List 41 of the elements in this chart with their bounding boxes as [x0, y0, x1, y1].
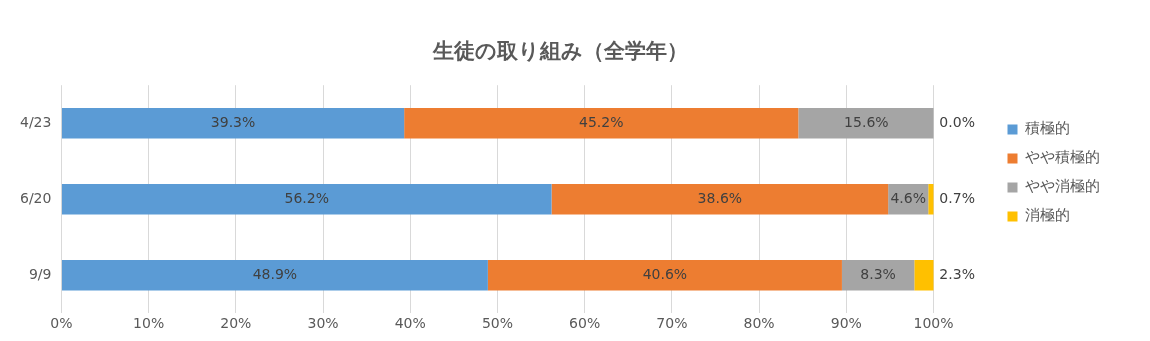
data-label: 45.2% — [579, 113, 624, 130]
x-tick-label: 30% — [307, 315, 339, 332]
legend-label: やや積極的 — [1025, 148, 1100, 167]
bar — [914, 260, 934, 291]
x-tick-label: 20% — [220, 315, 252, 332]
data-label: 39.3% — [210, 113, 256, 130]
chart-title: 生徒の取り組み（全学年） — [431, 39, 688, 64]
x-tick-label: 50% — [481, 315, 514, 332]
bar — [487, 260, 842, 291]
data-label: 56.2% — [284, 189, 329, 206]
bar — [841, 260, 915, 291]
y-tick-label: 9/9 — [28, 265, 52, 282]
bar — [551, 184, 889, 215]
x-tick-label: 80% — [743, 315, 775, 332]
bar — [798, 108, 934, 139]
data-label: 2.3% — [939, 265, 975, 282]
data-label: 8.3% — [860, 265, 896, 282]
x-tick-label: 100% — [913, 315, 954, 332]
bar — [61, 260, 488, 291]
legend-label: 積極的 — [1025, 119, 1070, 138]
y-tick-label: 6/20 — [19, 189, 52, 206]
data-label: 40.6% — [642, 265, 688, 282]
x-tick-label: 90% — [830, 315, 862, 332]
legend-label: 消極的 — [1025, 206, 1070, 225]
bar — [404, 108, 799, 139]
x-tick-label: 70% — [656, 315, 688, 332]
data-label: 48.9% — [252, 265, 298, 282]
data-label: 15.6% — [844, 113, 889, 130]
legend-label: やや消極的 — [1025, 177, 1100, 196]
y-tick-label: 4/23 — [19, 113, 52, 130]
x-tick-label: 10% — [133, 315, 165, 332]
data-label: 0.7% — [939, 189, 975, 206]
bar — [61, 184, 552, 215]
data-label: 0.0% — [939, 113, 975, 130]
x-tick-label: 60% — [569, 315, 601, 332]
data-label: 4.6% — [890, 189, 926, 206]
data-label: 38.6% — [697, 189, 743, 206]
bar — [61, 108, 405, 139]
x-tick-label: 0% — [50, 315, 73, 332]
bar — [928, 184, 934, 215]
x-tick-label: 40% — [394, 315, 426, 332]
